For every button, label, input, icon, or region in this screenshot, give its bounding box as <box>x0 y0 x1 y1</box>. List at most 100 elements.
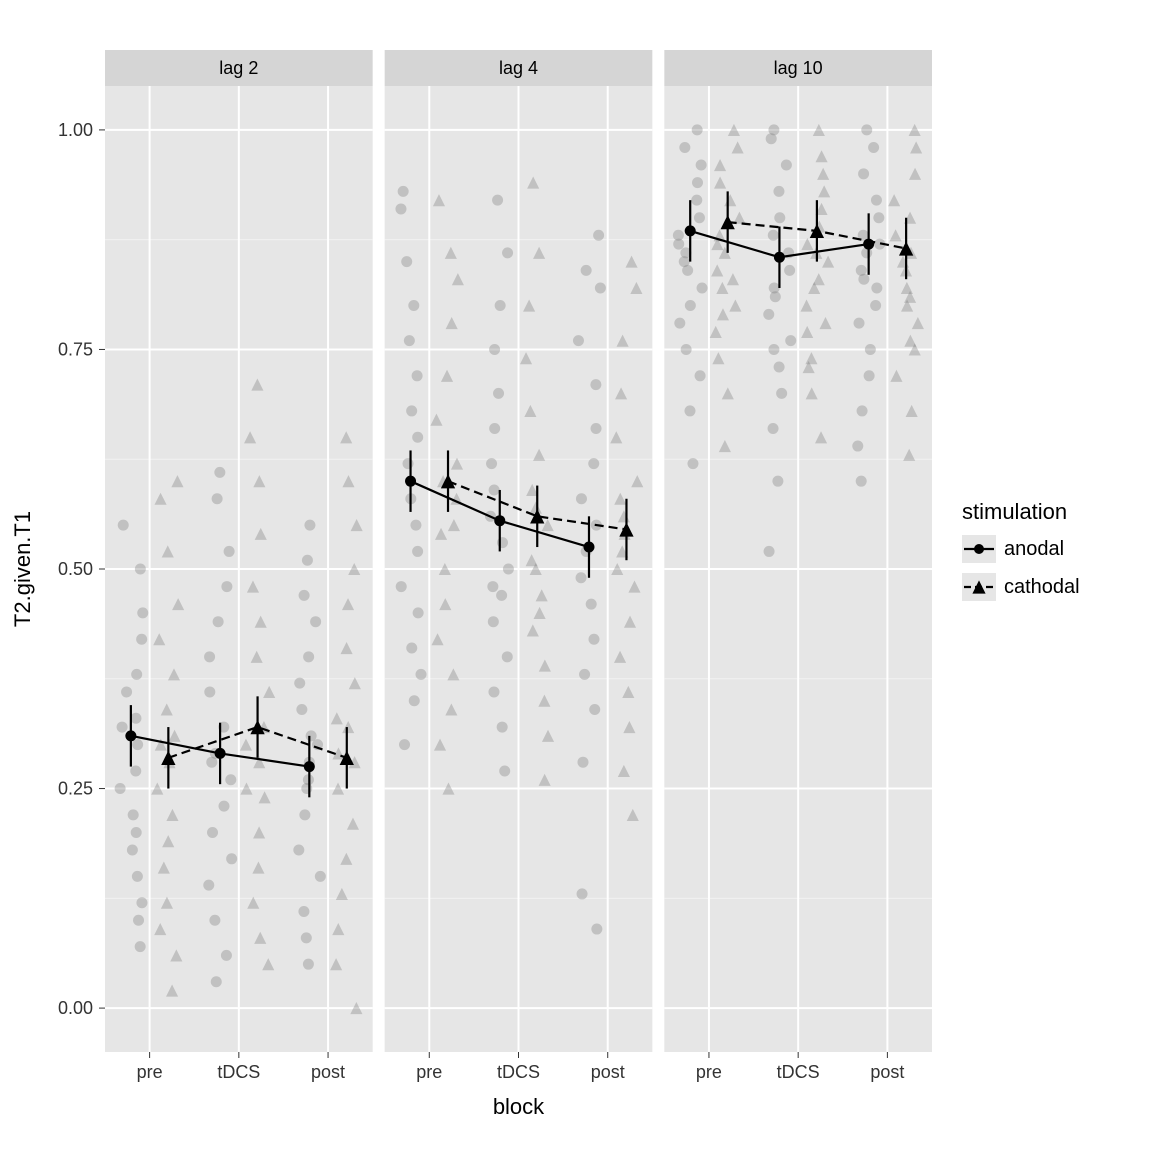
jitter-point <box>413 607 424 618</box>
jitter-point <box>489 344 500 355</box>
jitter-point <box>873 212 884 223</box>
jitter-point <box>579 669 590 680</box>
jitter-point <box>296 704 307 715</box>
jitter-point <box>776 388 787 399</box>
jitter-point <box>673 239 684 250</box>
jitter-point <box>679 256 690 267</box>
jitter-point <box>401 256 412 267</box>
jitter-point <box>403 458 414 469</box>
y-tick-label: 0.50 <box>58 559 93 579</box>
x-tick-label: tDCS <box>217 1062 260 1082</box>
jitter-point <box>136 634 147 645</box>
jitter-point <box>299 809 310 820</box>
jitter-point <box>135 564 146 575</box>
jitter-point <box>303 651 314 662</box>
jitter-point <box>503 564 514 575</box>
jitter-point <box>211 976 222 987</box>
jitter-point <box>696 160 707 171</box>
x-axis-title: block <box>493 1094 545 1119</box>
jitter-point <box>871 195 882 206</box>
y-tick-label: 0.75 <box>58 339 93 359</box>
jitter-point <box>396 581 407 592</box>
jitter-point <box>131 669 142 680</box>
jitter-point <box>207 827 218 838</box>
jitter-point <box>294 678 305 689</box>
jitter-point <box>691 195 702 206</box>
legend-item-label: cathodal <box>1004 576 1080 598</box>
jitter-point <box>586 599 597 610</box>
summary-marker <box>685 225 696 236</box>
jitter-point <box>213 616 224 627</box>
x-tick-label: pre <box>416 1062 442 1082</box>
jitter-point <box>226 853 237 864</box>
jitter-point <box>591 423 602 434</box>
jitter-point <box>768 344 779 355</box>
jitter-point <box>768 124 779 135</box>
jitter-point <box>857 405 868 416</box>
jitter-point <box>412 546 423 557</box>
jitter-point <box>117 722 128 733</box>
jitter-point <box>590 379 601 390</box>
x-tick-label: post <box>870 1062 904 1082</box>
jitter-point <box>854 318 865 329</box>
jitter-point <box>588 458 599 469</box>
jitter-point <box>858 274 869 285</box>
jitter-point <box>121 686 132 697</box>
y-tick-label: 0.00 <box>58 998 93 1018</box>
facet-strip-label: lag 2 <box>219 58 258 78</box>
jitter-point <box>595 282 606 293</box>
jitter-point <box>404 335 415 346</box>
jitter-point <box>214 467 225 478</box>
jitter-point <box>685 300 696 311</box>
jitter-point <box>302 555 313 566</box>
jitter-point <box>136 897 147 908</box>
jitter-point <box>204 651 215 662</box>
jitter-point <box>768 230 779 241</box>
jitter-point <box>773 186 784 197</box>
jitter-point <box>487 581 498 592</box>
facet-strip-label: lag 4 <box>499 58 538 78</box>
jitter-point <box>774 212 785 223</box>
jitter-point <box>127 845 138 856</box>
jitter-point <box>395 203 406 214</box>
jitter-point <box>681 344 692 355</box>
jitter-point <box>692 124 703 135</box>
jitter-point <box>489 423 500 434</box>
jitter-point <box>768 423 779 434</box>
jitter-point <box>573 335 584 346</box>
jitter-point <box>772 476 783 487</box>
y-axis-title: T2.given.T1 <box>10 511 35 627</box>
jitter-point <box>412 432 423 443</box>
jitter-point <box>137 607 148 618</box>
legend-item-label: anodal <box>1004 538 1064 560</box>
jitter-point <box>310 616 321 627</box>
jitter-point <box>864 370 875 381</box>
jitter-point <box>591 924 602 935</box>
jitter-point <box>225 774 236 785</box>
jitter-point <box>697 282 708 293</box>
jitter-point <box>398 186 409 197</box>
jitter-point <box>399 739 410 750</box>
jitter-point <box>502 247 513 258</box>
summary-marker <box>215 748 226 759</box>
jitter-point <box>406 405 417 416</box>
jitter-point <box>692 177 703 188</box>
summary-marker <box>494 515 505 526</box>
jitter-point <box>674 318 685 329</box>
jitter-point <box>784 265 795 276</box>
jitter-point <box>408 300 419 311</box>
jitter-point <box>593 230 604 241</box>
x-tick-label: post <box>311 1062 345 1082</box>
jitter-point <box>576 572 587 583</box>
jitter-point <box>496 590 507 601</box>
jitter-point <box>488 686 499 697</box>
jitter-point <box>204 686 215 697</box>
x-tick-label: tDCS <box>497 1062 540 1082</box>
jitter-point <box>870 300 881 311</box>
jitter-point <box>221 581 232 592</box>
jitter-point <box>412 370 423 381</box>
jitter-point <box>856 476 867 487</box>
faceted-dotplot-chart: lag 2pretDCSpostlag 4pretDCSpostlag 10pr… <box>0 0 1152 1152</box>
summary-marker <box>583 542 594 553</box>
legend: stimulationanodalcathodal <box>962 499 1080 601</box>
